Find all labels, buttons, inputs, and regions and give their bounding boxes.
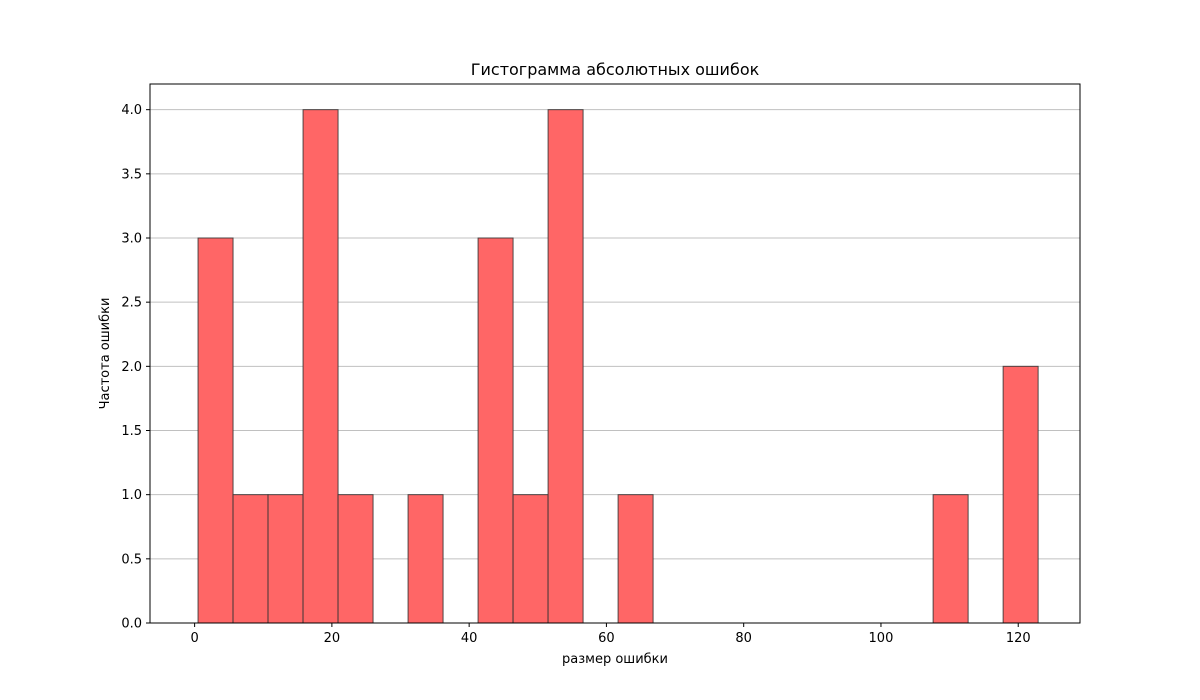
x-tick-label: 80 [735,631,752,646]
histogram-bar [477,237,514,624]
histogram-bar [932,494,969,624]
y-tick-label: 0.5 [121,552,142,567]
histogram-bar [512,494,549,624]
histogram-bar [617,494,654,624]
y-tick-label: 2.5 [121,296,142,311]
y-tick-label: 2.0 [121,360,142,375]
chart-title: Гистограмма абсолютных ошибок [471,60,760,79]
histogram-bar [232,494,269,624]
y-tick-label: 1.5 [121,424,142,439]
histogram-bar [547,109,584,624]
x-axis-label: размер ошибки [562,652,668,667]
y-axis-ticks: 0.0 0.5 1.0 1.5 2.0 2.5 3.0 3.5 4.0 [121,103,150,632]
plot-area-frame [149,83,1081,624]
histogram-bar [407,494,444,624]
y-tick-label: 3.0 [121,232,142,247]
histogram-bar [267,494,304,624]
x-axis-ticks: 0 20 40 60 80 100 120 [190,623,1031,646]
y-tick-label: 3.5 [121,167,142,182]
x-tick-label: 120 [1006,631,1031,646]
histogram-bar [197,237,234,624]
histogram-bar [302,109,339,624]
x-tick-label: 100 [869,631,894,646]
y-tick-label: 0.0 [121,617,142,632]
histogram-bar [1002,365,1039,624]
x-tick-label: 0 [190,631,198,646]
y-axis-label: Частота ошибки [98,298,113,410]
histogram-bar [337,494,374,624]
x-tick-label: 40 [461,631,478,646]
y-tick-label: 1.0 [121,488,142,503]
x-tick-label: 20 [324,631,341,646]
histogram-bars [197,109,1039,624]
y-tick-label: 4.0 [121,103,142,118]
x-tick-label: 60 [598,631,615,646]
